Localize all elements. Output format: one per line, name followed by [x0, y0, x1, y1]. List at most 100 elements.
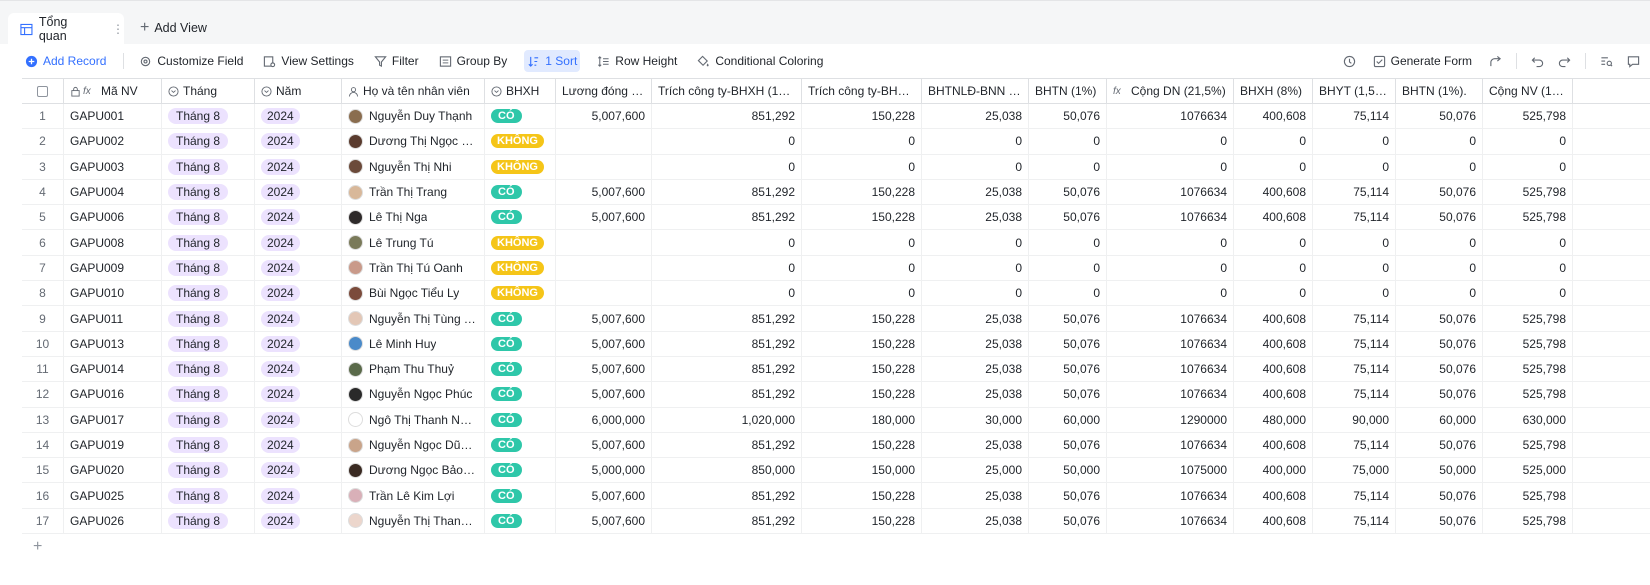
cell-c3[interactable]: 30,000	[922, 407, 1029, 432]
cell-c7[interactable]: 75,114	[1313, 432, 1396, 458]
cell-ten[interactable]: Nguyễn Duy Thạnh	[342, 104, 485, 129]
cell-c8[interactable]: 50,076	[1396, 356, 1483, 382]
cell-c1[interactable]: 1,020,000	[652, 407, 802, 432]
cell-c4[interactable]: 60,000	[1029, 407, 1107, 432]
cell-c2[interactable]: 0	[802, 255, 922, 281]
cell-c3[interactable]: 25,038	[922, 306, 1029, 331]
cell-luong[interactable]	[556, 154, 652, 179]
cell-thang[interactable]: Tháng 8	[162, 356, 255, 382]
column-header-c8[interactable]: BHTN (1%).	[1396, 79, 1483, 103]
cell-thang[interactable]: Tháng 8	[162, 483, 255, 508]
cell-c5[interactable]: 1076634	[1107, 483, 1234, 508]
column-header-luong[interactable]: Lương đóng BH	[556, 79, 652, 103]
cell-c4[interactable]: 50,076	[1029, 432, 1107, 458]
undo-icon[interactable]	[1531, 55, 1544, 68]
table-row[interactable]: 10 GAPU013 Tháng 8 2024 Lê Minh Huy CÓ 5,007,6…	[22, 331, 1650, 357]
cell-c8[interactable]: 50,076	[1396, 205, 1483, 230]
cell-bhxh[interactable]: KHÔNG	[485, 154, 556, 179]
cell-thang[interactable]: Tháng 8	[162, 179, 255, 205]
table-row[interactable]: 16 GAPU025 Tháng 8 2024 Trần Lê Kim Lợi CÓ 5,0…	[22, 483, 1650, 509]
cell-c1[interactable]: 851,292	[652, 432, 802, 458]
add-record-button[interactable]: Add Record	[22, 50, 109, 72]
cell-ma[interactable]: GAPU002	[64, 129, 162, 154]
cell-c1[interactable]: 851,292	[652, 306, 802, 331]
cell-luong[interactable]: 5,007,600	[556, 205, 652, 230]
cell-nam[interactable]: 2024	[255, 356, 342, 382]
table-row[interactable]: 11 GAPU014 Tháng 8 2024 Phạm Thu Thuỷ CÓ 5,007…	[22, 356, 1650, 383]
cell-c8[interactable]: 50,076	[1396, 306, 1483, 331]
cell-c8[interactable]: 50,000	[1396, 458, 1483, 483]
cell-ma[interactable]: GAPU011	[64, 306, 162, 331]
cell-bhxh[interactable]: CÓ	[485, 407, 556, 432]
cell-c5[interactable]: 1076634	[1107, 331, 1234, 356]
more-options-icon[interactable]: ⋮	[112, 22, 124, 36]
cell-c4[interactable]: 0	[1029, 255, 1107, 281]
cell-c2[interactable]: 150,228	[802, 382, 922, 407]
cell-c3[interactable]: 25,038	[922, 331, 1029, 356]
cell-c7[interactable]: 75,114	[1313, 179, 1396, 205]
cell-nam[interactable]: 2024	[255, 508, 342, 534]
cell-c6[interactable]: 400,608	[1234, 179, 1313, 205]
cell-c2[interactable]: 150,228	[802, 356, 922, 382]
cell-c4[interactable]: 50,076	[1029, 483, 1107, 508]
cell-c4[interactable]: 50,076	[1029, 306, 1107, 331]
cell-c3[interactable]: 25,000	[922, 458, 1029, 483]
cell-c6[interactable]: 480,000	[1234, 407, 1313, 432]
cell-c7[interactable]: 75,114	[1313, 508, 1396, 534]
cell-c1[interactable]: 851,292	[652, 508, 802, 534]
cell-c2[interactable]: 0	[802, 154, 922, 179]
cell-c3[interactable]: 0	[922, 281, 1029, 306]
cell-c4[interactable]: 50,000	[1029, 458, 1107, 483]
cell-thang[interactable]: Tháng 8	[162, 306, 255, 331]
cell-c3[interactable]: 0	[922, 255, 1029, 281]
cell-ma[interactable]: GAPU014	[64, 356, 162, 382]
cell-c4[interactable]: 0	[1029, 129, 1107, 154]
cell-c9[interactable]: 0	[1483, 129, 1573, 154]
cell-c2[interactable]: 150,228	[802, 104, 922, 129]
table-row[interactable]: 6 GAPU008 Tháng 8 2024 Lê Trung Tú KHÔNG 0 0 0 0 0…	[22, 230, 1650, 256]
cell-c2[interactable]: 180,000	[802, 407, 922, 432]
cell-c7[interactable]: 90,000	[1313, 407, 1396, 432]
cell-c5[interactable]: 0	[1107, 154, 1234, 179]
cell-ma[interactable]: GAPU026	[64, 508, 162, 534]
cell-ma[interactable]: GAPU016	[64, 382, 162, 407]
cell-c8[interactable]: 50,076	[1396, 104, 1483, 129]
cell-luong[interactable]	[556, 281, 652, 306]
cell-c1[interactable]: 851,292	[652, 179, 802, 205]
cell-c9[interactable]: 0	[1483, 154, 1573, 179]
cell-nam[interactable]: 2024	[255, 179, 342, 205]
sort-button[interactable]: 1 Sort	[524, 50, 581, 72]
table-row[interactable]: 12 GAPU016 Tháng 8 2024 Nguyễn Ngọc Phúc CÓ 5,…	[22, 382, 1650, 408]
cell-c5[interactable]: 1076634	[1107, 306, 1234, 331]
cell-c3[interactable]: 0	[922, 154, 1029, 179]
filter-button[interactable]: Filter	[371, 50, 422, 72]
cell-c2[interactable]: 150,000	[802, 458, 922, 483]
cell-c7[interactable]: 75,114	[1313, 483, 1396, 508]
cell-c6[interactable]: 400,608	[1234, 382, 1313, 407]
cell-c9[interactable]: 525,798	[1483, 104, 1573, 129]
cell-c3[interactable]: 0	[922, 129, 1029, 154]
search-list-icon[interactable]	[1600, 55, 1613, 68]
table-row[interactable]: 4 GAPU004 Tháng 8 2024 Trần Thị Trang CÓ 5,007…	[22, 179, 1650, 206]
cell-c7[interactable]: 75,114	[1313, 104, 1396, 129]
cell-nam[interactable]: 2024	[255, 230, 342, 255]
cell-c1[interactable]: 0	[652, 129, 802, 154]
cell-c4[interactable]: 50,076	[1029, 104, 1107, 129]
cell-c4[interactable]: 50,076	[1029, 508, 1107, 534]
cell-luong[interactable]: 5,007,600	[556, 356, 652, 382]
conditional-coloring-button[interactable]: Conditional Coloring	[694, 50, 826, 72]
cell-nam[interactable]: 2024	[255, 306, 342, 331]
cell-thang[interactable]: Tháng 8	[162, 331, 255, 356]
cell-luong[interactable]	[556, 255, 652, 281]
cell-c4[interactable]: 50,076	[1029, 331, 1107, 356]
add-view-button[interactable]: + Add View	[140, 20, 207, 36]
cell-nam[interactable]: 2024	[255, 154, 342, 179]
cell-nam[interactable]: 2024	[255, 255, 342, 281]
cell-c6[interactable]: 400,608	[1234, 356, 1313, 382]
table-row[interactable]: 15 GAPU020 Tháng 8 2024 Dương Ngọc Bảo Bảo CÓ…	[22, 458, 1650, 484]
cell-c4[interactable]: 50,076	[1029, 179, 1107, 205]
cell-c5[interactable]: 1076634	[1107, 205, 1234, 230]
cell-ma[interactable]: GAPU010	[64, 281, 162, 306]
cell-c4[interactable]: 50,076	[1029, 356, 1107, 382]
cell-luong[interactable]: 5,007,600	[556, 331, 652, 356]
